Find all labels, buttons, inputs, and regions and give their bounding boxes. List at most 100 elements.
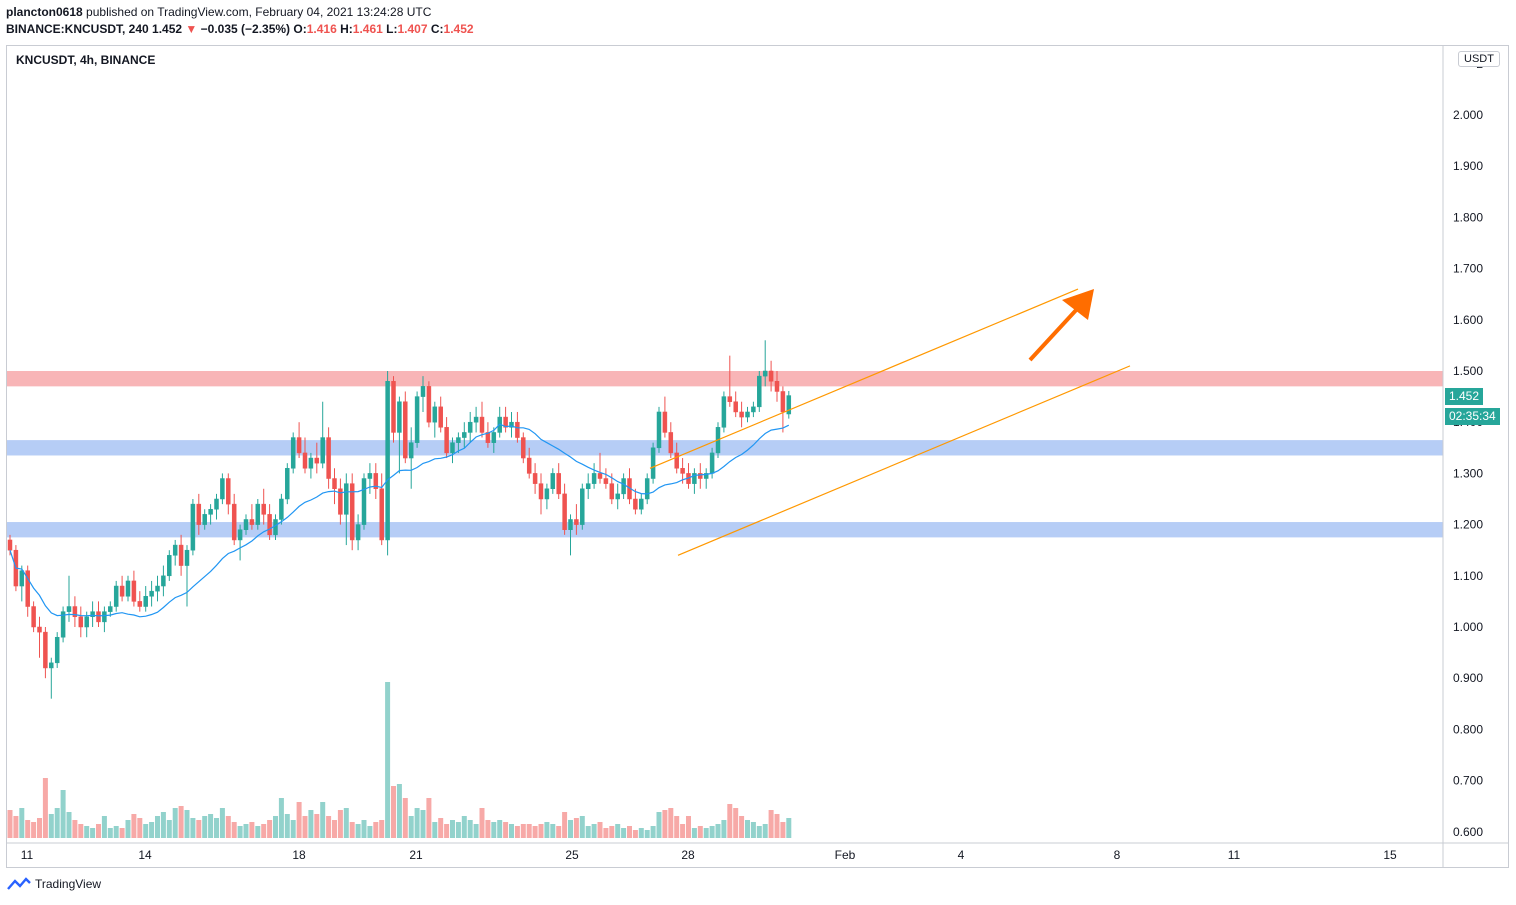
volume-bar (473, 824, 479, 838)
volume-bar (385, 682, 391, 838)
volume-bar (609, 826, 615, 838)
candle (780, 386, 786, 433)
candle-body (108, 606, 113, 612)
candle-body (774, 380, 780, 392)
volume-bar (42, 778, 48, 838)
candle-body (432, 406, 438, 423)
volume-bar (750, 822, 756, 838)
candle (621, 473, 626, 499)
candle (509, 411, 514, 438)
volume-bar (467, 820, 473, 838)
candle-body (521, 437, 526, 459)
candle (473, 406, 479, 433)
volume-bar (131, 814, 137, 838)
candle-body (515, 421, 520, 438)
candle-body (538, 483, 544, 500)
candle-body (255, 503, 261, 525)
candle (438, 396, 443, 433)
x-tick-label: 21 (409, 848, 423, 862)
candle (155, 575, 160, 602)
tradingview-cloud-icon (7, 877, 31, 890)
volume-bar (414, 808, 420, 838)
y-tick-label: 0.900 (1453, 671, 1483, 685)
tradingview-logo[interactable]: TradingView (6, 877, 101, 891)
volume-bar (550, 824, 556, 838)
author-name[interactable]: plancton0618 (6, 5, 83, 19)
candle (220, 473, 225, 505)
currency-badge[interactable]: USDT (1458, 51, 1500, 67)
candle-body (96, 611, 101, 623)
volume-bar (520, 824, 526, 838)
candle-body (479, 416, 485, 433)
candle-body (467, 421, 473, 433)
volume-bar (190, 818, 196, 838)
volume-bar (455, 822, 461, 838)
volume-bar (479, 808, 485, 838)
candle (550, 468, 556, 494)
volume-bar (402, 798, 408, 838)
volume-bar (621, 828, 627, 838)
candle (196, 493, 202, 535)
candle-body (261, 503, 266, 515)
volume-bar (538, 824, 544, 838)
candle (344, 473, 349, 546)
candle-body (609, 483, 615, 500)
candle-body (450, 442, 455, 454)
volume-bar (302, 816, 308, 838)
candle-body (279, 498, 284, 520)
volume-bar (66, 812, 72, 838)
candle (226, 473, 231, 515)
candle-body (84, 616, 89, 628)
candle (521, 432, 526, 464)
volume-bar (278, 798, 284, 838)
chart-header: plancton0618 published on TradingView.co… (6, 4, 474, 38)
volume-bar (243, 824, 249, 838)
candle-body (650, 447, 656, 479)
candle-body (456, 437, 461, 443)
candle-body (580, 488, 585, 525)
candle (603, 468, 609, 489)
volume-bar (650, 826, 656, 838)
candle-body (267, 514, 272, 536)
candle (739, 401, 744, 428)
candle (686, 463, 691, 489)
x-tick-label: 18 (292, 848, 306, 862)
candle (556, 463, 561, 499)
volume-bar (208, 814, 214, 838)
candle (774, 371, 780, 402)
candle (296, 422, 302, 459)
volume-bar (149, 822, 155, 838)
candle-body (397, 401, 402, 433)
volume-bar (408, 816, 414, 838)
candle-body (414, 396, 420, 443)
candle (532, 463, 538, 494)
volume-bar (674, 816, 680, 838)
candle-body (202, 514, 207, 525)
candle (757, 371, 762, 412)
candle-body (662, 411, 668, 433)
volume-bar (638, 828, 644, 838)
candle (580, 483, 585, 530)
candle-body (119, 585, 125, 597)
candle-body (66, 606, 72, 612)
volume-bar (615, 824, 621, 838)
volume-bar (31, 822, 37, 838)
candle (633, 488, 638, 515)
candle (125, 575, 131, 602)
candle-body (473, 416, 479, 423)
volume-bar (355, 824, 361, 838)
down-arrow-icon: ▼ (185, 22, 198, 36)
volume-bar (373, 822, 379, 838)
candle (249, 504, 255, 530)
candle (161, 565, 166, 597)
candle (243, 514, 249, 535)
candle-body (290, 437, 296, 469)
volume-bar (391, 786, 396, 838)
volume-bar (361, 820, 367, 838)
symbol-interval: BINANCE:KNCUSDT, 240 (6, 22, 149, 36)
candle (414, 391, 420, 448)
volume-bar (107, 828, 113, 838)
volume-bar (562, 812, 568, 838)
volume-bar (786, 818, 792, 838)
